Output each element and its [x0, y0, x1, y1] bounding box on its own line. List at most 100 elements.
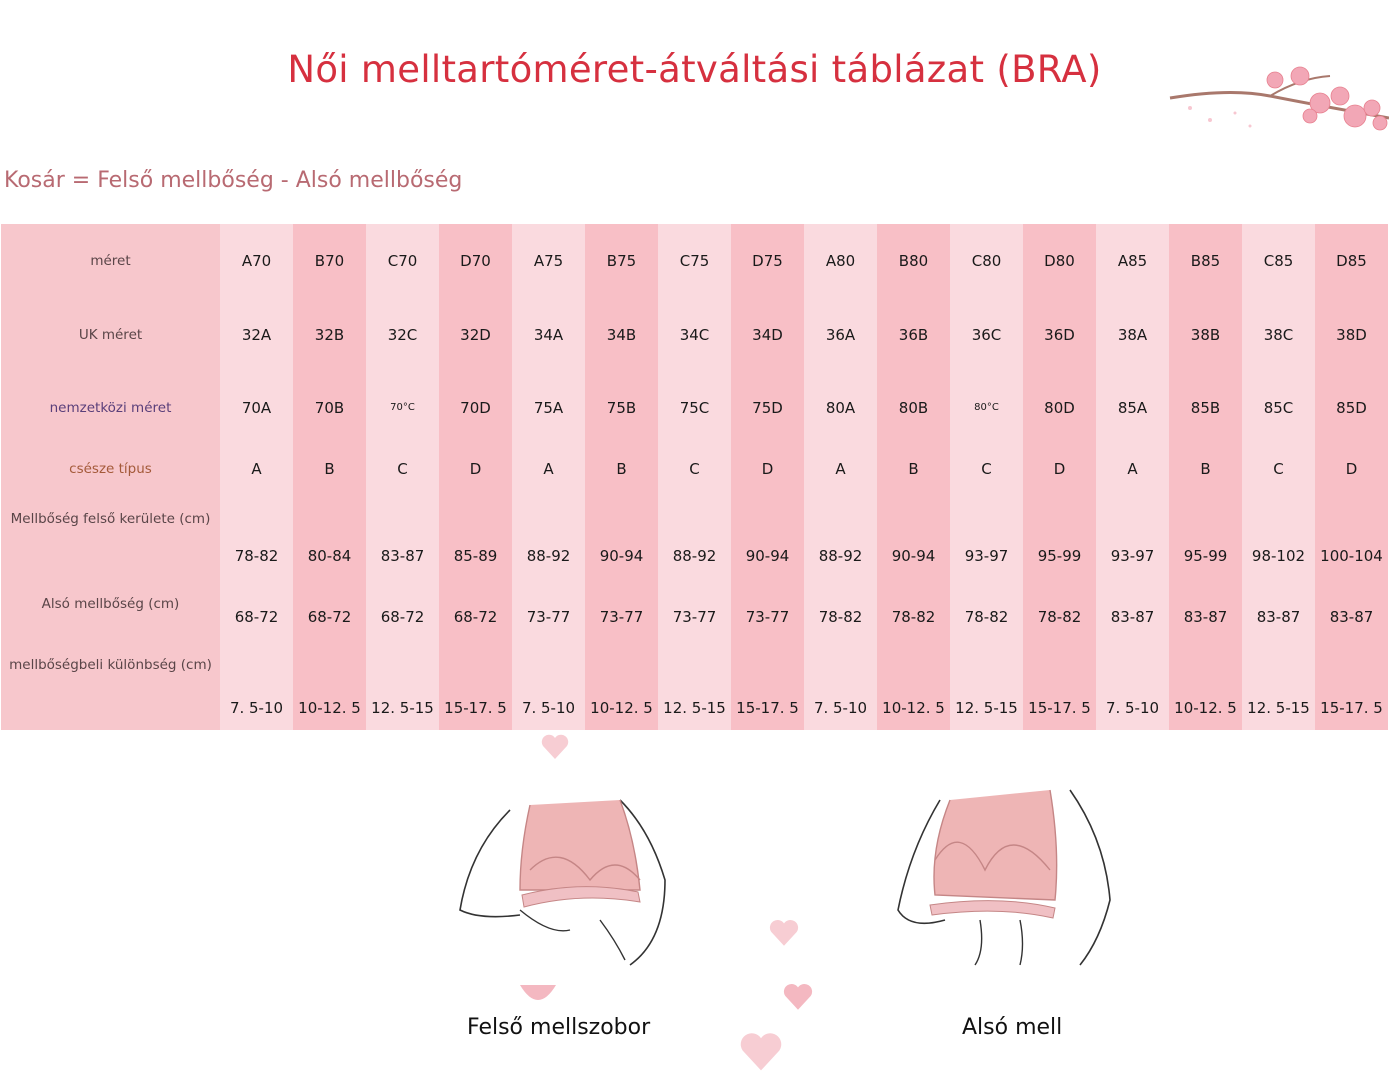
- cell-upper-bust: 90-94: [731, 493, 804, 578]
- cell-bust-difference: 15-17. 5: [439, 639, 512, 730]
- cell-cup-type: D: [1023, 444, 1096, 493]
- cell-size: C70: [366, 224, 439, 298]
- cell-international-size: 70B: [293, 371, 366, 444]
- cell-uk-size: 38D: [1315, 298, 1388, 371]
- cell-lower-bust: 73-77: [585, 578, 658, 639]
- cell-size: A80: [804, 224, 877, 298]
- cell-cup-type: A: [1096, 444, 1169, 493]
- cell-cup-type: D: [731, 444, 804, 493]
- cell-lower-bust: 78-82: [877, 578, 950, 639]
- cell-upper-bust: 93-97: [950, 493, 1023, 578]
- row-label-international-size: nemzetközi méret: [1, 371, 220, 444]
- cell-international-size: 75B: [585, 371, 658, 444]
- row-label-cup-type: csésze típus: [1, 444, 220, 493]
- cell-lower-bust: 68-72: [366, 578, 439, 639]
- cell-international-size: 80B: [877, 371, 950, 444]
- cell-lower-bust: 83-87: [1169, 578, 1242, 639]
- cell-international-size: 75C: [658, 371, 731, 444]
- lower-bust-illustration: [897, 789, 1111, 966]
- cell-cup-type: A: [220, 444, 293, 493]
- cell-uk-size: 36B: [877, 298, 950, 371]
- heart-icon: [783, 983, 813, 1010]
- cell-size: C75: [658, 224, 731, 298]
- cell-bust-difference: 7. 5-10: [1096, 639, 1169, 730]
- cell-bust-difference: 12. 5-15: [366, 639, 439, 730]
- cell-uk-size: 38A: [1096, 298, 1169, 371]
- cell-lower-bust: 78-82: [804, 578, 877, 639]
- cell-upper-bust: 88-92: [658, 493, 731, 578]
- cell-cup-type: C: [658, 444, 731, 493]
- cell-lower-bust: 68-72: [293, 578, 366, 639]
- cell-cup-type: C: [950, 444, 1023, 493]
- cell-international-size: 85D: [1315, 371, 1388, 444]
- cell-uk-size: 38B: [1169, 298, 1242, 371]
- cell-lower-bust: 78-82: [1023, 578, 1096, 639]
- cell-size: B85: [1169, 224, 1242, 298]
- cell-size: B80: [877, 224, 950, 298]
- cell-bust-difference: 12. 5-15: [1242, 639, 1315, 730]
- cell-upper-bust: 78-82: [220, 493, 293, 578]
- cell-size: C80: [950, 224, 1023, 298]
- cell-international-size: 75A: [512, 371, 585, 444]
- cell-bust-difference: 15-17. 5: [731, 639, 804, 730]
- row-label-bust-difference: mellbőségbeli különbség (cm): [1, 639, 220, 730]
- cell-upper-bust: 88-92: [804, 493, 877, 578]
- cell-lower-bust: 83-87: [1242, 578, 1315, 639]
- cell-international-size: 70D: [439, 371, 512, 444]
- cherry-blossom-decoration: [1169, 66, 1389, 131]
- cell-cup-type: A: [512, 444, 585, 493]
- cell-bust-difference: 12. 5-15: [658, 639, 731, 730]
- heart-icon: [541, 734, 569, 759]
- page-title: Női melltartóméret-átváltási táblázat (B…: [287, 48, 1102, 91]
- cell-lower-bust: 73-77: [731, 578, 804, 639]
- cell-size: A75: [512, 224, 585, 298]
- row-label-lower-bust: Alsó mellbőség (cm): [1, 578, 220, 639]
- cell-size: B75: [585, 224, 658, 298]
- cell-upper-bust: 88-92: [512, 493, 585, 578]
- heart-icon: [520, 985, 556, 1000]
- cup-formula: Kosár = Felső mellbőség - Alsó mellbőség: [4, 168, 463, 193]
- cell-cup-type: C: [1242, 444, 1315, 493]
- cell-bust-difference: 10-12. 5: [877, 639, 950, 730]
- cell-bust-difference: 7. 5-10: [512, 639, 585, 730]
- cell-upper-bust: 90-94: [585, 493, 658, 578]
- cell-international-size: 70°C: [366, 371, 439, 444]
- cell-international-size: 85B: [1169, 371, 1242, 444]
- cell-cup-type: B: [1169, 444, 1242, 493]
- heart-icon: [740, 1033, 782, 1071]
- cell-upper-bust: 90-94: [877, 493, 950, 578]
- cell-size: B70: [293, 224, 366, 298]
- cell-upper-bust: 85-89: [439, 493, 512, 578]
- cell-international-size: 80°C: [950, 371, 1023, 444]
- row-label-size: méret: [1, 224, 220, 298]
- size-chart-table: méret A70 B70 C70 D70 A75 B75 C75 D75 A80 B80 C80 D8…: [1, 224, 1388, 730]
- cell-bust-difference: 10-12. 5: [585, 639, 658, 730]
- cell-uk-size: 32D: [439, 298, 512, 371]
- cell-uk-size: 34A: [512, 298, 585, 371]
- cell-size: D70: [439, 224, 512, 298]
- cell-upper-bust: 80-84: [293, 493, 366, 578]
- cell-uk-size: 34C: [658, 298, 731, 371]
- cell-international-size: 85A: [1096, 371, 1169, 444]
- cell-lower-bust: 83-87: [1096, 578, 1169, 639]
- cell-uk-size: 32C: [366, 298, 439, 371]
- cell-uk-size: 38C: [1242, 298, 1315, 371]
- cell-international-size: 80D: [1023, 371, 1096, 444]
- cell-uk-size: 36C: [950, 298, 1023, 371]
- cell-cup-type: B: [585, 444, 658, 493]
- cell-lower-bust: 83-87: [1315, 578, 1388, 639]
- cell-bust-difference: 15-17. 5: [1315, 639, 1388, 730]
- cell-upper-bust: 100-104: [1315, 493, 1388, 578]
- cell-uk-size: 32B: [293, 298, 366, 371]
- upper-bust-illustration: [459, 799, 666, 966]
- cell-size: D75: [731, 224, 804, 298]
- cell-upper-bust: 83-87: [366, 493, 439, 578]
- cell-bust-difference: 10-12. 5: [293, 639, 366, 730]
- cell-cup-type: A: [804, 444, 877, 493]
- cell-uk-size: 36A: [804, 298, 877, 371]
- cell-bust-difference: 15-17. 5: [1023, 639, 1096, 730]
- row-label-uk-size: UK méret: [1, 298, 220, 371]
- cell-uk-size: 34B: [585, 298, 658, 371]
- cell-bust-difference: 10-12. 5: [1169, 639, 1242, 730]
- cell-size: C85: [1242, 224, 1315, 298]
